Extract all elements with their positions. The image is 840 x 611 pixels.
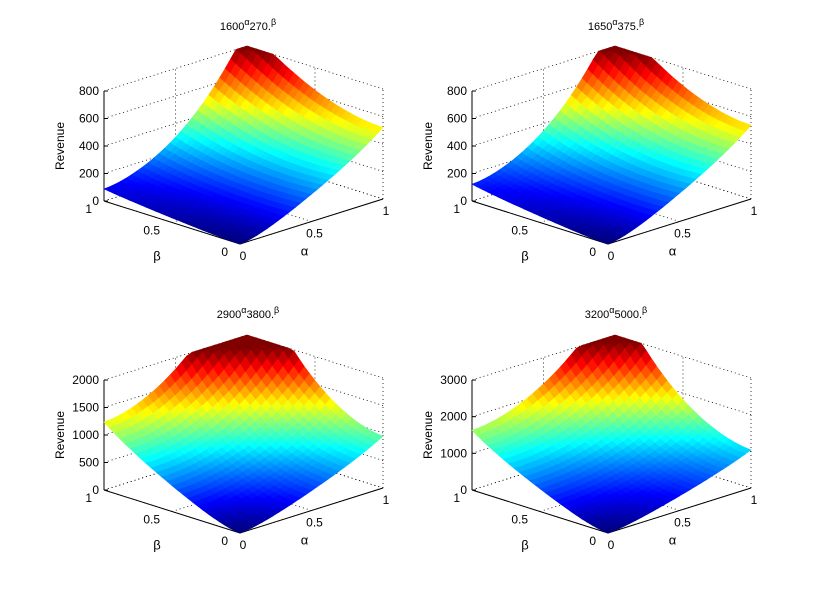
z-tick-label: 0 [92,483,99,497]
y-axis-line [471,200,609,245]
x-tick-label: 0.5 [306,227,323,241]
z-tick-label: 800 [79,84,99,98]
z-axis-label: Revenue [53,122,67,170]
subplot-title: 1600α270.β [220,17,276,33]
z-tick-label: 600 [447,112,467,126]
y-tick-label: 0 [221,245,228,259]
z-axis-label: Revenue [421,122,435,170]
subplot-4: 010002000300000.5100.51Revenueαβ3200α500… [421,305,758,553]
surface-patch [601,239,615,245]
y-axis-label: β [153,538,160,553]
x-tick-label: 0.5 [674,516,691,530]
subplot-1: 020040060080000.5100.51Revenueαβ1600α270… [53,17,390,264]
x-axis-label: α [301,533,309,548]
z-axis-label: Revenue [421,411,435,459]
y-tick-label: 1 [85,202,92,216]
axes [471,380,752,534]
x-axis-line [607,487,752,534]
surface-patch [233,528,247,534]
x-tick-label: 0 [608,538,615,552]
subplot-title: 3200α5000.β [585,305,647,321]
subplot-2: 020040060080000.5100.51Revenueαβ1650α375… [421,17,758,264]
y-axis-label: β [521,249,528,264]
x-tick-label: 0 [240,249,247,263]
x-tick-label: 0 [608,249,615,263]
y-tick-label: 0 [589,245,596,259]
y-tick-label: 1 [85,491,92,505]
y-tick-label: 0.5 [511,513,528,527]
y-axis-line [103,200,241,245]
z-tick-label: 3000 [440,373,467,387]
z-axis-label: Revenue [53,411,67,459]
y-tick-label: 0.5 [143,513,160,527]
subplot-title: 1650α375.β [588,17,644,33]
x-axis-label: α [301,244,309,259]
z-tick-label: 1500 [72,401,99,415]
x-tick-label: 0.5 [674,227,691,241]
surface [471,334,752,534]
y-tick-label: 0.5 [511,224,528,238]
subplot-title: 2900α3800.β [217,305,279,321]
z-tick-label: 2000 [72,373,99,387]
z-tick-label: 500 [79,456,99,470]
y-axis-label: β [521,538,528,553]
x-tick-label: 0 [240,538,247,552]
subplot-3: 050010001500200000.5100.51Revenueαβ2900α… [53,305,390,553]
y-axis-line [471,489,609,534]
surface-patch [601,528,615,534]
z-tick-label: 1000 [72,428,99,442]
x-axis-line [607,198,752,245]
z-tick-label: 400 [79,139,99,153]
x-tick-label: 1 [383,204,390,218]
z-tick-label: 200 [79,167,99,181]
z-tick-label: 0 [460,483,467,497]
y-tick-label: 1 [453,202,460,216]
surface [471,45,752,245]
z-tick-label: 400 [447,139,467,153]
y-tick-label: 0 [221,534,228,548]
surface-patch [233,239,247,245]
y-tick-label: 1 [453,491,460,505]
z-tick-label: 0 [460,194,467,208]
x-axis-line [239,487,384,534]
x-tick-label: 1 [751,493,758,507]
surface [103,45,384,245]
y-tick-label: 0 [589,534,596,548]
y-axis-label: β [153,249,160,264]
z-tick-label: 800 [447,84,467,98]
y-tick-label: 0.5 [143,224,160,238]
z-tick-label: 600 [79,112,99,126]
x-axis-line [239,198,384,245]
x-tick-label: 1 [383,493,390,507]
x-axis-label: α [669,533,677,548]
x-axis-label: α [669,244,677,259]
z-tick-label: 1000 [440,446,467,460]
z-tick-label: 0 [92,194,99,208]
z-tick-label: 2000 [440,410,467,424]
x-tick-label: 0.5 [306,516,323,530]
y-axis-line [103,489,241,534]
x-tick-label: 1 [751,204,758,218]
z-tick-label: 200 [447,167,467,181]
surface [103,334,384,534]
